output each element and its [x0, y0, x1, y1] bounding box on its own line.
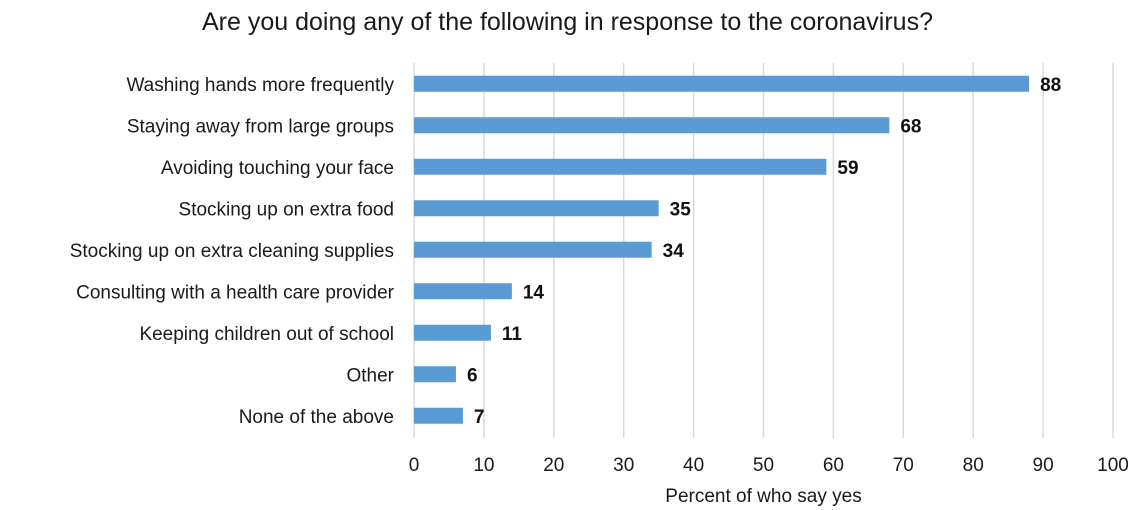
category-label: Consulting with a health care provider	[76, 282, 395, 303]
x-tick-label: 40	[683, 455, 704, 476]
data-label: 11	[502, 324, 523, 345]
category-label: Avoiding touching your face	[161, 158, 394, 179]
x-tick-label: 70	[893, 455, 914, 476]
category-label: Stocking up on extra food	[179, 199, 394, 220]
data-label: 88	[1040, 75, 1061, 96]
x-tick-label: 90	[1033, 455, 1054, 476]
x-tick-label: 20	[543, 455, 564, 476]
data-label: 68	[900, 116, 921, 137]
category-label: Keeping children out of school	[139, 324, 394, 345]
x-tick-label: 0	[409, 455, 420, 476]
x-axis-ticks: 0 10 20 30 40 50 60 70 80 90 100	[409, 455, 1129, 476]
x-axis-title: Percent of who say yes	[665, 486, 861, 507]
category-label: Stocking up on extra cleaning supplies	[70, 241, 394, 262]
category-label: Staying away from large groups	[127, 116, 394, 137]
bar	[414, 366, 456, 383]
bar	[414, 241, 652, 258]
bar	[414, 158, 827, 175]
data-label: 35	[670, 199, 692, 220]
chart-title: Are you doing any of the following in re…	[201, 8, 933, 36]
bar	[414, 117, 890, 134]
bar	[414, 407, 463, 424]
data-label: 7	[474, 407, 485, 428]
x-tick-label: 50	[753, 455, 774, 476]
x-tick-label: 30	[613, 455, 634, 476]
data-label: 14	[523, 282, 545, 303]
category-label: Washing hands more frequently	[126, 75, 394, 96]
category-labels: Washing hands more frequently Staying awa…	[70, 75, 395, 428]
bar	[414, 283, 512, 300]
x-tick-label: 60	[823, 455, 844, 476]
x-tick-label: 80	[963, 455, 984, 476]
x-tick-label: 10	[473, 455, 494, 476]
category-label: None of the above	[239, 407, 394, 428]
data-label: 34	[663, 241, 685, 262]
data-label: 59	[837, 158, 858, 179]
x-tick-label: 100	[1097, 455, 1129, 476]
category-label: Other	[346, 365, 394, 386]
bar	[414, 200, 659, 217]
bar	[414, 324, 491, 341]
data-label: 6	[467, 365, 478, 386]
bar	[414, 75, 1030, 92]
bars	[414, 75, 1030, 424]
